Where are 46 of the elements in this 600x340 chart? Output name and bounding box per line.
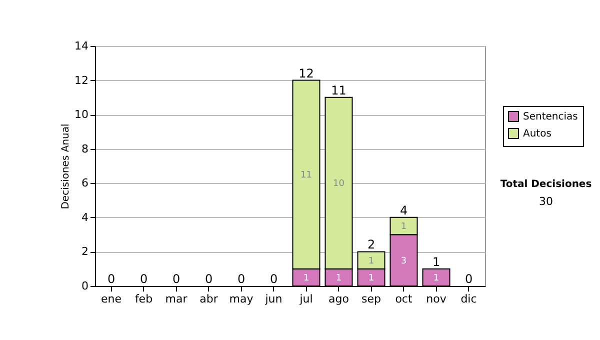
data-label: 1 — [336, 273, 342, 284]
data-label: 10 — [333, 179, 345, 190]
legend-label: Sentencias — [523, 112, 578, 122]
x-tick-label: dic — [460, 292, 477, 306]
text: Total Decisiones — [500, 179, 592, 190]
total-label: 0 — [237, 272, 246, 286]
total-label: 0 — [172, 272, 180, 286]
x-tick-label: ago — [328, 292, 350, 306]
data-label: 1 — [368, 256, 374, 266]
x-tick-label: abr — [200, 292, 218, 306]
total-label: 0 — [270, 272, 278, 286]
data-label: 3 — [400, 256, 407, 266]
x-tick-label: ene — [100, 292, 122, 306]
data-label: 11 — [300, 170, 312, 181]
data-label: 1 — [400, 222, 407, 232]
total-label: 12 — [298, 66, 314, 80]
x-tick-label: nov — [426, 292, 447, 306]
total-label: 0 — [464, 272, 473, 286]
total-label: 1 — [432, 254, 440, 269]
x-tick-label: jun — [264, 292, 282, 306]
y-axis-title: Decisiones Anual — [60, 124, 72, 210]
y-tick-label: 6 — [82, 176, 88, 190]
total-label: 4 — [400, 203, 408, 218]
x-tick-label: may — [229, 292, 254, 306]
y-tick-label: 10 — [74, 108, 88, 122]
total-label: 11 — [331, 83, 346, 98]
y-tick-label: 0 — [82, 280, 88, 292]
legend-label: Autos — [523, 128, 552, 140]
x-tick-label: jul — [298, 292, 313, 306]
total-label: 0 — [140, 272, 148, 286]
data-label: 1 — [368, 273, 374, 284]
x-tick-label: sep — [362, 292, 382, 306]
y-tick-label: 8 — [82, 142, 88, 156]
data-label: 1 — [303, 273, 310, 284]
total-label: 2 — [367, 238, 376, 252]
data-label: 1 — [433, 273, 440, 284]
y-tick-label: 12 — [74, 74, 88, 87]
x-tick-label: mar — [165, 292, 188, 306]
total-label: 0 — [204, 272, 213, 286]
text: 30 — [539, 195, 553, 208]
y-tick-label: 4 — [82, 210, 88, 224]
y-tick-label: 2 — [82, 245, 88, 258]
x-tick-label: oct — [395, 292, 413, 306]
total-label: 0 — [107, 272, 116, 286]
y-tick-label: 14 — [74, 40, 88, 52]
x-tick-label: feb — [134, 292, 153, 306]
